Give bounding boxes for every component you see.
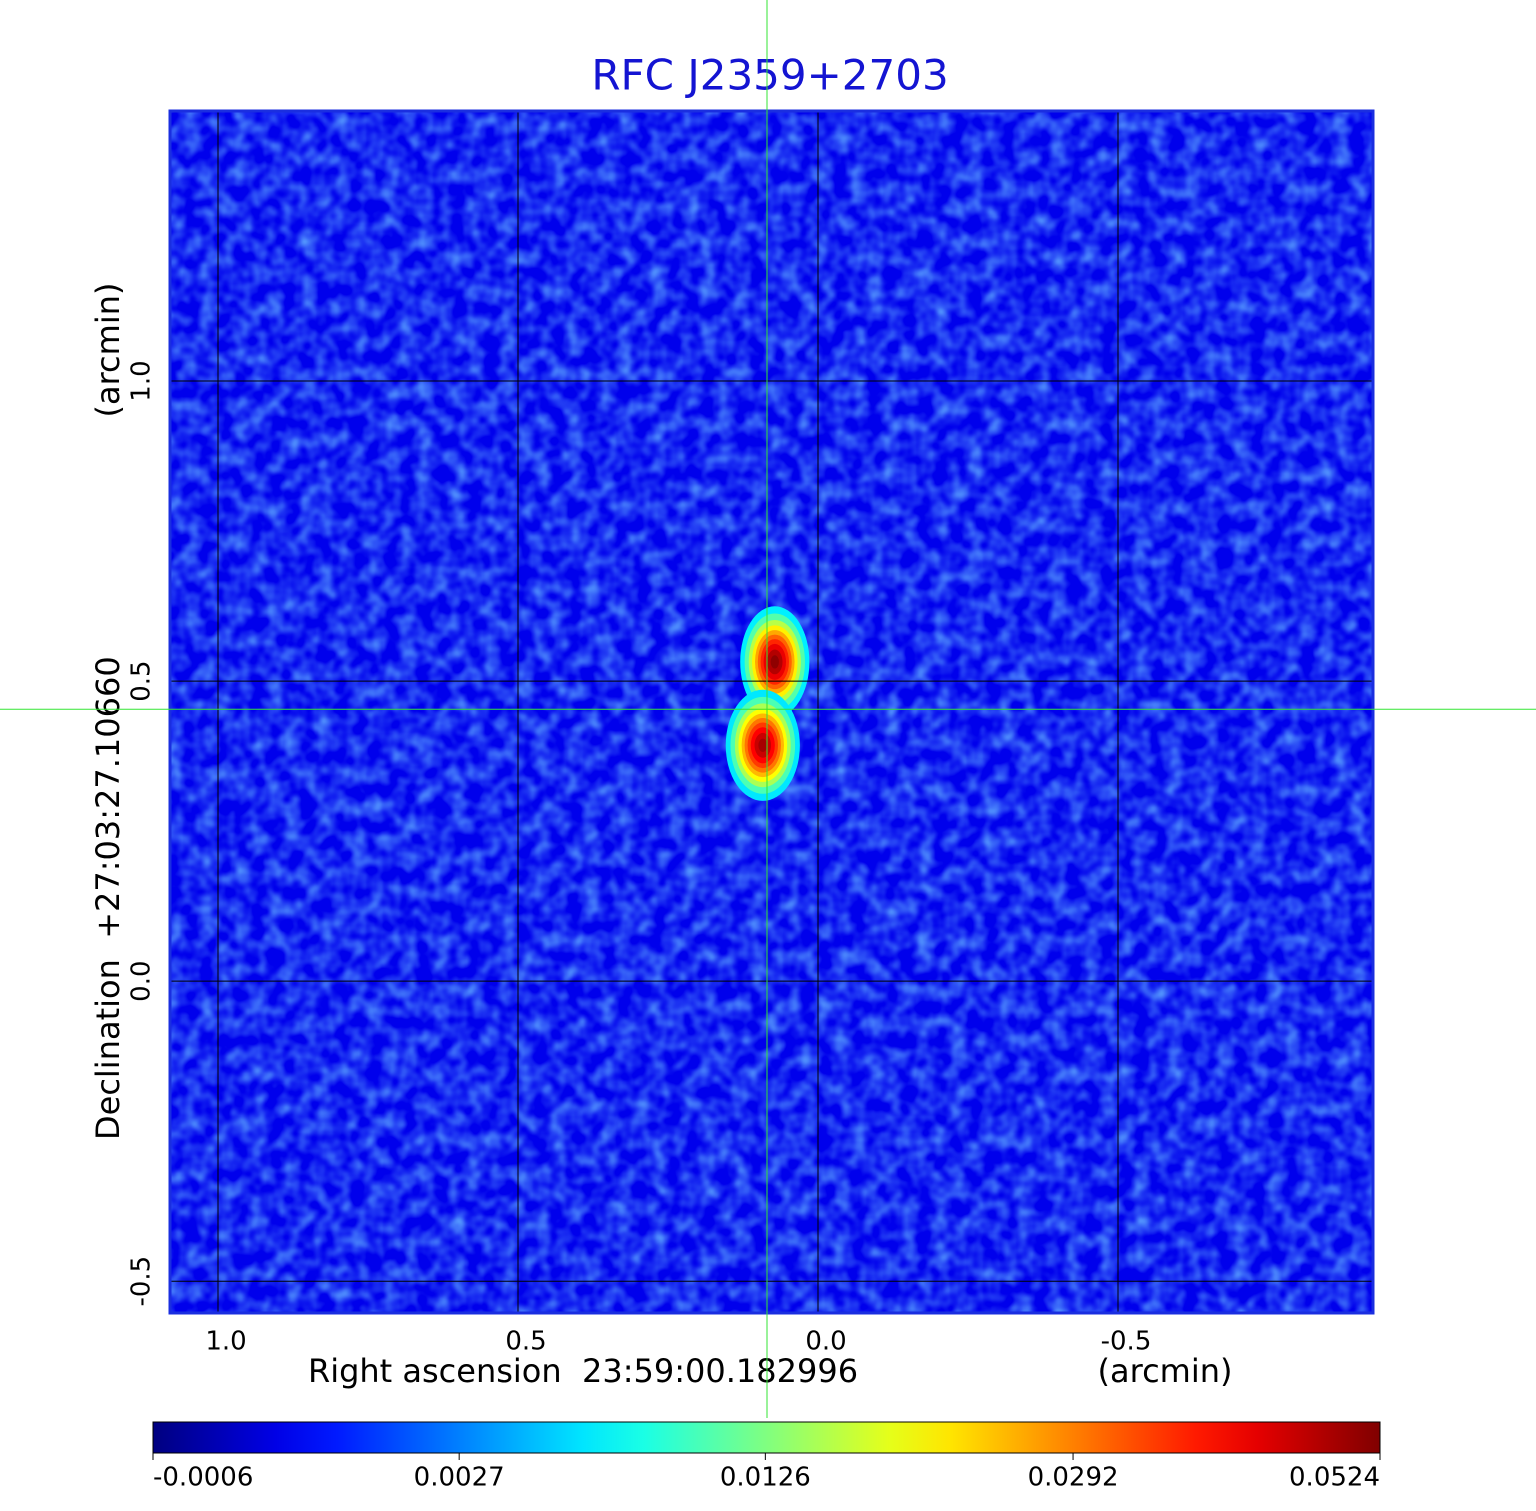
y-axis-unit: (arcmin) <box>89 283 127 418</box>
source-level <box>770 655 779 669</box>
y-axis-label: Declination +27:03:27.10660 <box>89 656 127 1140</box>
image-border <box>168 109 1375 1315</box>
colorbar-tick-label: -0.0006 <box>153 1463 253 1493</box>
x-tick-label: -0.5 <box>1101 1327 1152 1357</box>
y-tick-label: -0.5 <box>127 1256 157 1307</box>
colorbar-tick-label: 0.0524 <box>1289 1463 1380 1493</box>
x-axis-label: Right ascension 23:59:00.182996 <box>308 1352 858 1390</box>
colorbar-tick-label: 0.0126 <box>720 1463 811 1493</box>
x-tick-label: 1.0 <box>205 1327 246 1357</box>
y-tick-label: 1.0 <box>127 360 157 401</box>
x-tick-label: 0.0 <box>805 1327 846 1357</box>
y-tick-label: 0.0 <box>127 960 157 1001</box>
colorbar <box>152 1421 1381 1454</box>
colorbar-tick-label: 0.0027 <box>414 1463 505 1493</box>
y-tick-label: 0.5 <box>127 660 157 701</box>
chart-title: RFC J2359+2703 <box>591 51 948 100</box>
x-tick-label: 0.5 <box>505 1327 546 1357</box>
image <box>170 111 1373 1313</box>
source-level <box>758 738 768 752</box>
x-axis-unit: (arcmin) <box>1098 1352 1233 1390</box>
colorbar-tick-label: 0.0292 <box>1028 1463 1119 1493</box>
